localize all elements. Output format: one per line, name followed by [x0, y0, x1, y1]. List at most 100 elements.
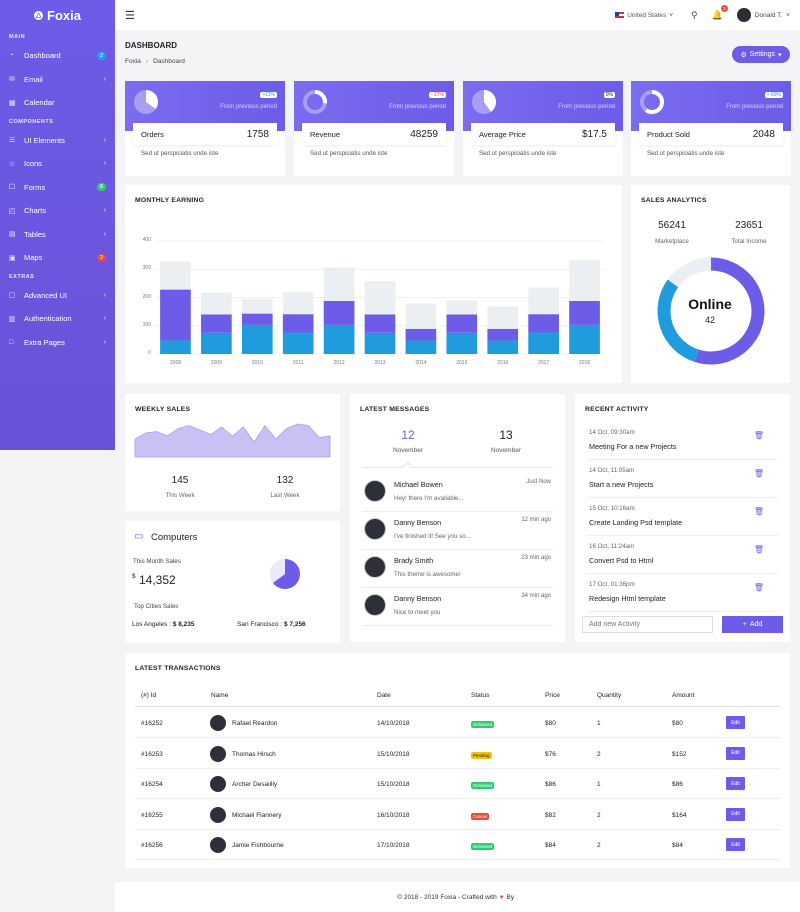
sidebar-item-calendar[interactable]: ▦ Calendar [0, 91, 115, 115]
trash-icon[interactable]: 🗑 [753, 583, 764, 592]
list-item[interactable]: Brady Smith 23 min ago This theme is aweso… [362, 550, 553, 588]
stat-card-header: +11% From previous period [125, 81, 285, 131]
sidebar-item-dashboard[interactable]: ◔ Dashboard 2 [0, 44, 115, 68]
sidebar-item-email[interactable]: ✉ Email › [0, 68, 115, 92]
sidebar-item-advanced-ui[interactable]: ▢ Advanced UI › [0, 284, 115, 308]
stat-period-label: From previous period [726, 104, 783, 110]
menu-section-title: EXTRAS [9, 273, 35, 280]
sidebar-item-charts[interactable]: ◰ Charts › [0, 199, 115, 223]
edit-button[interactable]: Edit [726, 777, 745, 790]
bar-segment [569, 324, 600, 354]
column-header: Quantity [597, 692, 622, 699]
bar-segment [241, 298, 273, 314]
trash-icon[interactable]: 🗑 [753, 469, 764, 478]
stat-card-header: - 27% From previous period [294, 81, 454, 131]
monthly-earning-card: MONTHLY EARNING 0 100 200 300 400 2008 2009 201… [125, 185, 622, 383]
stat-description: Sed ut perspiciatis unde iste [310, 150, 388, 157]
cell-amount: $86 [672, 781, 683, 788]
x-tick-label: 2009 [210, 360, 222, 366]
activity-text: Convert Psd to Html [589, 556, 654, 565]
list-item[interactable]: Danny Benson 34 min ago Nice to meet you [362, 588, 553, 626]
column-header: Name [211, 692, 229, 699]
sidebar-item-tables[interactable]: ▤ Tables › [0, 223, 115, 247]
list-item[interactable]: Danny Benson 12 min ago I've finished it! … [362, 512, 553, 550]
cell-amount: $164 [672, 811, 687, 819]
column-header: Status [471, 692, 490, 699]
stat-mini-chart [303, 90, 327, 114]
sidebar-item-maps[interactable]: ▣ Maps 2 [0, 246, 115, 270]
message-time: 23 min ago [521, 555, 551, 561]
top-cities-label: Top Cities Sales [134, 603, 179, 610]
table-row: #16253 Thomas Hirsch 15/10/2018 $76 2 $152 Pen… [135, 739, 780, 769]
sidebar-item-ui-elements[interactable]: ☰ UI Elements › [0, 129, 115, 153]
activity-date: 17 Oct, 01:36pm [589, 581, 635, 588]
stat-label: Average Price [479, 129, 526, 139]
menu-toggle-icon[interactable]: ☰ [125, 9, 135, 22]
computers-title: Computers [151, 532, 198, 543]
country-label: United States [627, 11, 667, 19]
new-activity-input[interactable] [582, 616, 713, 633]
edit-button[interactable]: Edit [726, 807, 745, 821]
stat-value: 2048 [752, 128, 775, 140]
search-icon[interactable]: ⚲ [691, 9, 698, 20]
cell-qty: 1 [597, 720, 601, 727]
edit-button[interactable]: Edit [726, 746, 745, 760]
list-item: 16 Oct, 11:24am Convert Psd to Html 🗑 [587, 536, 778, 574]
tab-month: November [393, 447, 423, 454]
bar-segment [364, 281, 396, 315]
sidebar-item-authentication[interactable]: ▥ Authentication › [0, 307, 115, 331]
breadcrumb-home[interactable]: Foxia [125, 58, 141, 65]
sidebar-item-extra-pages[interactable]: □ Extra Pages › [0, 331, 115, 355]
stat-value: 48259 [410, 128, 438, 140]
city-2-value: $ 7,256 [283, 621, 306, 628]
brand[interactable]: △ Foxia [0, 0, 115, 30]
user-menu[interactable]: Donald T. ˅ [736, 8, 790, 22]
avatar [364, 556, 386, 578]
tab-nov-13[interactable]: 13 November [478, 428, 534, 454]
trash-icon[interactable]: 🗑 [753, 431, 764, 440]
sales-analytics-title: SALES ANALYTICS [641, 197, 707, 204]
cell-price: $80 [545, 720, 556, 727]
stat-percent-badge: +11% [260, 92, 277, 98]
cell-amount: $152 [672, 750, 687, 758]
bell-icon[interactable]: 🔔 3 [712, 4, 728, 21]
cell-price: $76 [545, 750, 556, 758]
list-item[interactable]: Michael Bowen Just Now Hey! there I'm avai… [362, 474, 553, 512]
month-sales-label: This Month Sales [133, 558, 181, 565]
activity-date: 15 Oct, 10:16am [589, 505, 635, 512]
bar-segment [282, 292, 314, 315]
last-week-label: Last Week [270, 492, 300, 499]
x-tick-label: 2016 [497, 360, 509, 366]
sidebar-item-label: Advanced UI [24, 290, 67, 300]
x-tick-label: 2014 [415, 360, 427, 366]
table-row: #16256 Jamie Fishbourne 17/10/2018 $84 2 $84 D… [135, 830, 780, 860]
sidebar-item-icons[interactable]: ☆ Icons › [0, 152, 115, 176]
edit-button[interactable]: Edit [726, 838, 745, 851]
bar-segment [160, 289, 191, 341]
bar-segment [569, 259, 600, 301]
transactions-card: LATEST TRANSACTIONS [125, 653, 790, 868]
bar-segment [201, 332, 232, 354]
sidebar-menu: MAIN ◔ Dashboard 2 ✉ Email › ▦ Calendar COMPONENT… [0, 30, 115, 354]
tab-nov-12[interactable]: 12 November [380, 428, 436, 454]
sidebar-item-forms[interactable]: ☐ Forms 8 [0, 176, 115, 200]
add-activity-button[interactable]: + Add [722, 616, 783, 633]
status-badge: Delivered [471, 721, 495, 728]
box-icon: ▢ [9, 292, 16, 300]
stat-card-revenue: - 27% From previous period Revenue 48259 Sed… [294, 81, 454, 176]
weekly-sales-chart [134, 423, 331, 458]
cell-date: 16/10/2018 [377, 811, 410, 819]
status-badge: Pending [471, 751, 492, 759]
trash-icon[interactable]: 🗑 [753, 507, 764, 516]
table-icon: ▤ [9, 231, 16, 239]
pie-slice [270, 559, 285, 583]
table-row: #16255 Michael Flannery 16/10/2018 $82 2 $164… [135, 800, 780, 830]
settings-button[interactable]: ⚙ Settings ▾ [732, 46, 790, 63]
monthly-earning-chart [155, 240, 605, 355]
cell-price: $82 [545, 811, 556, 819]
country-selector[interactable]: United States ˅ [615, 12, 673, 19]
edit-button[interactable]: Edit [726, 716, 745, 729]
trash-icon[interactable]: 🗑 [753, 545, 764, 554]
cell-id: #16253 [141, 750, 163, 758]
bar-segment [446, 332, 478, 354]
